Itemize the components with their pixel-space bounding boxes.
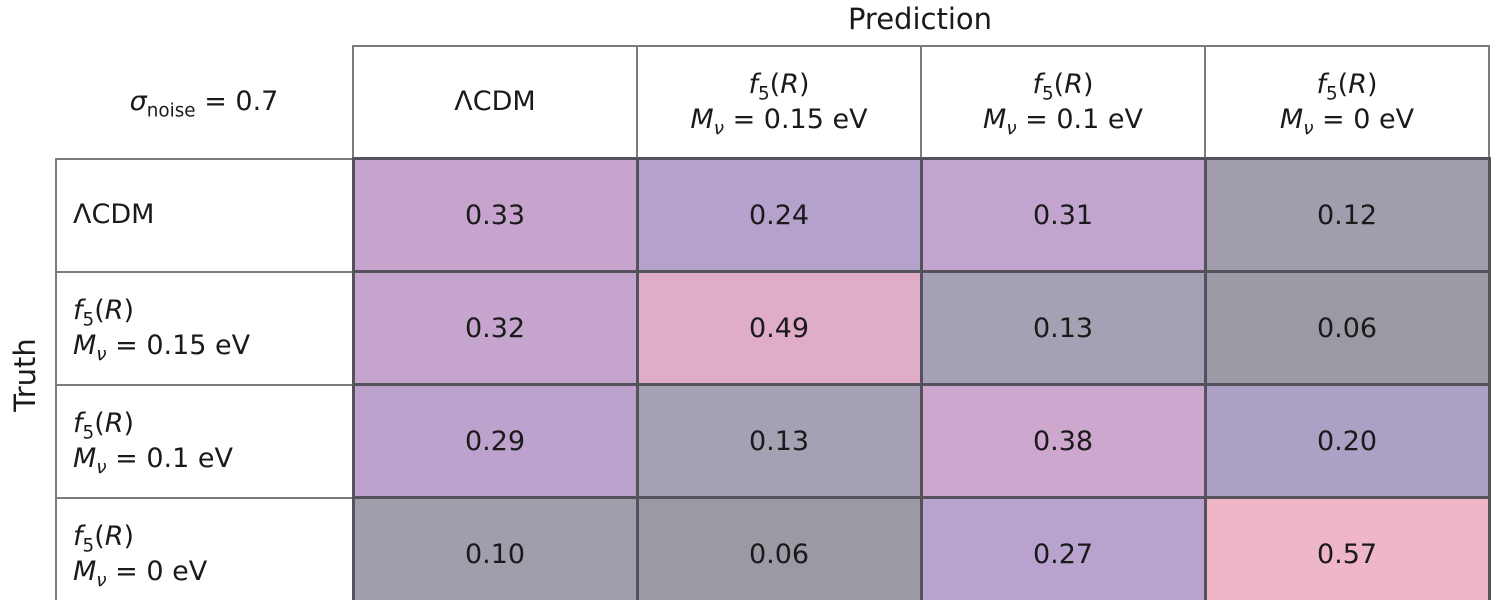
matrix-cell-2-0: 0.29 (351, 383, 639, 499)
row-header-3: f5(R) Mν = 0 eV (55, 496, 354, 600)
matrix-row-1: f5(R) Mν = 0.15 eV 0.32 0.49 0.13 0.06 (55, 270, 1491, 386)
matrix-cell-3-2: 0.27 (919, 496, 1207, 600)
col-header-0: ΛCDM (352, 45, 638, 160)
matrix-row-2: f5(R) Mν = 0.1 eV 0.29 0.13 0.38 0.20 (55, 383, 1491, 499)
matrix-cell-1-0: 0.32 (351, 270, 639, 386)
confusion-matrix-body: σnoise = 0.7 ΛCDM f5(R) Mν = 0.15 eV f5(R) Mν… (55, 45, 1491, 600)
matrix-cell-3-0: 0.10 (351, 496, 639, 600)
row-header-2: f5(R) Mν = 0.1 eV (55, 383, 354, 499)
col-header-3: f5(R) Mν = 0 eV (1204, 45, 1490, 160)
row-header-1: f5(R) Mν = 0.15 eV (55, 270, 354, 386)
confusion-matrix-table: σnoise = 0.7 ΛCDM f5(R) Mν = 0.15 eV f5(R) Mν… (55, 45, 1491, 600)
matrix-cell-2-2: 0.38 (919, 383, 1207, 499)
row-header-0: ΛCDM (55, 157, 354, 273)
matrix-cell-1-2: 0.13 (919, 270, 1207, 386)
matrix-cell-1-3: 0.06 (1203, 270, 1491, 386)
truth-axis-title: Truth (8, 338, 42, 412)
matrix-cell-0-1: 0.24 (635, 157, 923, 273)
matrix-row-3: f5(R) Mν = 0 eV 0.10 0.06 0.27 0.57 (55, 496, 1491, 600)
matrix-cell-0-2: 0.31 (919, 157, 1207, 273)
matrix-cell-3-3: 0.57 (1203, 496, 1491, 600)
matrix-cell-0-0: 0.33 (351, 157, 639, 273)
col-header-1: f5(R) Mν = 0.15 eV (636, 45, 922, 160)
matrix-row-0: ΛCDM 0.33 0.24 0.31 0.12 (55, 157, 1491, 273)
prediction-axis-title: Prediction (847, 2, 993, 36)
noise-level-label: σnoise = 0.7 (56, 46, 353, 159)
matrix-cell-2-1: 0.13 (635, 383, 923, 499)
matrix-cell-0-3: 0.12 (1203, 157, 1491, 273)
matrix-cell-2-3: 0.20 (1203, 383, 1491, 499)
matrix-cell-3-1: 0.06 (635, 496, 923, 600)
col-header-2: f5(R) Mν = 0.1 eV (920, 45, 1206, 160)
matrix-cell-1-1: 0.49 (635, 270, 923, 386)
header-row: σnoise = 0.7 ΛCDM f5(R) Mν = 0.15 eV f5(R) Mν… (56, 45, 1490, 160)
